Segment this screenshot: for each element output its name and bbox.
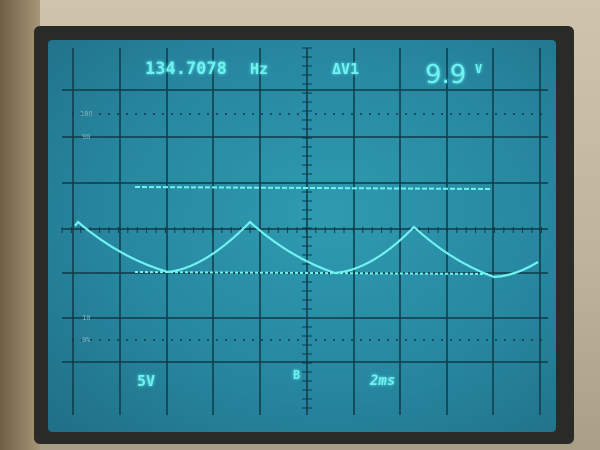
waveform-trace	[74, 220, 539, 279]
measurement-label: ΔV1	[332, 60, 360, 78]
trigger-source-indicator: B	[293, 368, 301, 382]
time-per-div-readout: 2ms	[370, 373, 396, 389]
label-100-percent: 100	[80, 110, 93, 118]
cursor-line-lower	[134, 271, 491, 275]
measurement-value: 9.9	[425, 60, 467, 90]
label-0-percent: 0%	[82, 336, 91, 344]
frequency-unit: Hz	[250, 60, 269, 78]
instrument-casing	[0, 0, 40, 450]
volts-per-div-readout: 5V	[137, 372, 156, 390]
frequency-readout: 134.7078	[145, 59, 227, 79]
oscilloscope-screen	[48, 40, 556, 432]
cursor-line-upper	[134, 186, 491, 190]
label-90-percent: 90	[82, 133, 91, 141]
label-10-percent: 10	[82, 314, 91, 322]
measurement-unit: V	[475, 62, 483, 76]
